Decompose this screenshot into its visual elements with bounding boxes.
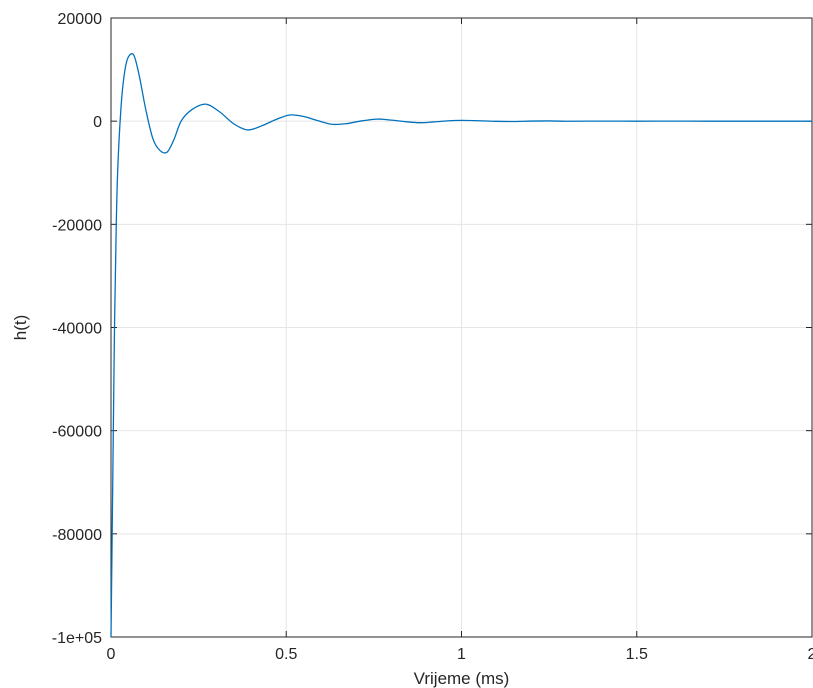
x-tick-label: 0.5 [275, 646, 297, 663]
y-tick-label: 0 [93, 114, 102, 131]
series-layer [110, 53, 812, 638]
y-tick-label: -60000 [52, 424, 102, 441]
y-axis-label: h(t) [11, 315, 30, 341]
y-tick-label: -1e+05 [52, 630, 102, 647]
x-axis-label: Vrijeme (ms) [414, 669, 510, 688]
grid [110, 17, 813, 638]
x-tick-label: 0 [107, 646, 116, 663]
x-tick-label: 1.5 [626, 646, 648, 663]
y-tick-label: -80000 [52, 527, 102, 544]
y-tick-label: 20000 [58, 11, 103, 28]
series-line-0 [110, 53, 812, 638]
x-tick-label: 2 [808, 646, 813, 663]
y-tick-label: -20000 [52, 217, 102, 234]
y-tick-label: -40000 [52, 321, 102, 338]
axis-ticks: 0 0.5 1 1.5 2 -1e+05 -80000 -60000 -40000 -20000 0… [52, 11, 813, 663]
x-tick-label: 1 [457, 646, 466, 663]
